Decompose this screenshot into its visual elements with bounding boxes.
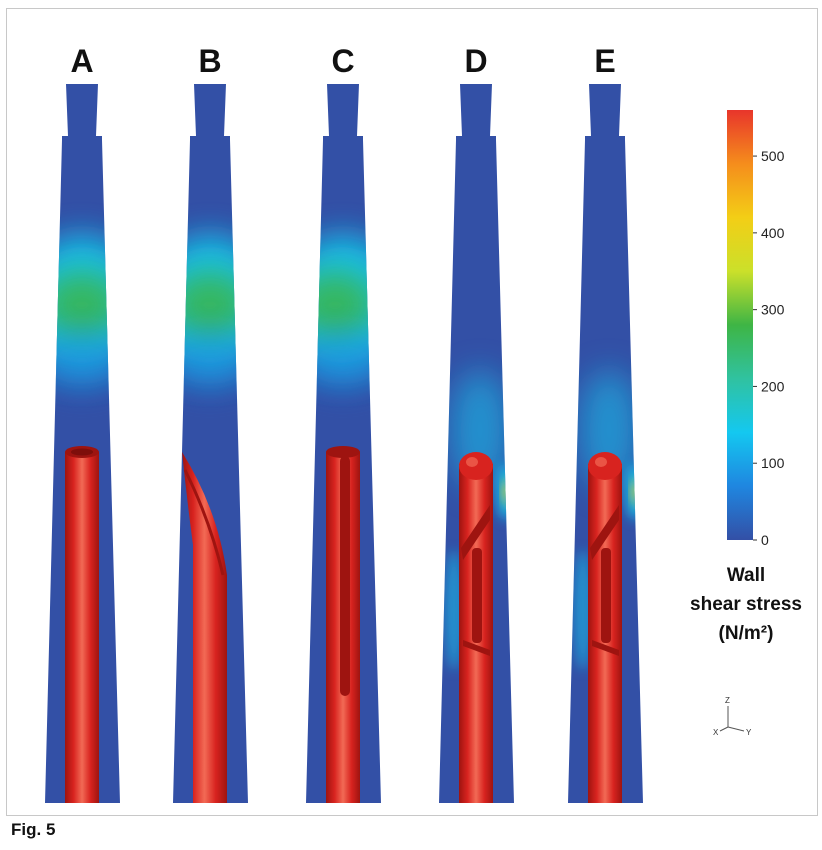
figure-frame [6, 8, 818, 816]
stress-field [306, 235, 381, 390]
figure-caption: Fig. 5 [11, 820, 56, 839]
colorbar-ticks: 0 100 200 300 400 500 [753, 148, 785, 548]
cannula [65, 446, 99, 803]
cannula [182, 452, 227, 803]
axis-triad: Z X Y [713, 696, 752, 737]
colorbar-tick-label: 400 [761, 225, 785, 241]
triad-x-axis [719, 726, 729, 732]
panel-label: C [331, 43, 354, 79]
panel-label: A [70, 43, 93, 79]
triad-z-label: Z [725, 696, 730, 705]
stress-field [45, 235, 120, 390]
panel-a: A [45, 43, 120, 803]
colorbar: 0 100 200 300 400 500 Wall shear stress (N/m²… [690, 110, 802, 644]
triad-y-label: Y [746, 728, 752, 737]
panel-e: E [568, 43, 643, 803]
panel-label: D [464, 43, 487, 79]
cannula [459, 452, 493, 803]
colorbar-tick-label: 100 [761, 455, 785, 471]
triad-x-label: X [713, 728, 719, 737]
colorbar-title-line2: shear stress [690, 594, 802, 615]
triad-y-axis [727, 726, 745, 732]
panel-group: A B C D E [45, 43, 643, 803]
cannula [326, 446, 360, 803]
panel-d: D [439, 43, 514, 803]
colorbar-title-line3: (N/m²) [719, 623, 774, 644]
panel-label: E [594, 43, 615, 79]
colorbar-gradient [727, 110, 753, 540]
colorbar-title-line1: Wall [727, 565, 765, 586]
cannula [588, 452, 622, 803]
panel-label: B [198, 43, 221, 79]
colorbar-tick-label: 0 [761, 532, 769, 548]
panel-c: C [306, 43, 381, 803]
stress-field [173, 235, 248, 390]
colorbar-tick-label: 200 [761, 378, 785, 394]
colorbar-tick-label: 300 [761, 302, 785, 318]
colorbar-tick-label: 500 [761, 148, 785, 164]
panel-b: B [173, 43, 248, 803]
